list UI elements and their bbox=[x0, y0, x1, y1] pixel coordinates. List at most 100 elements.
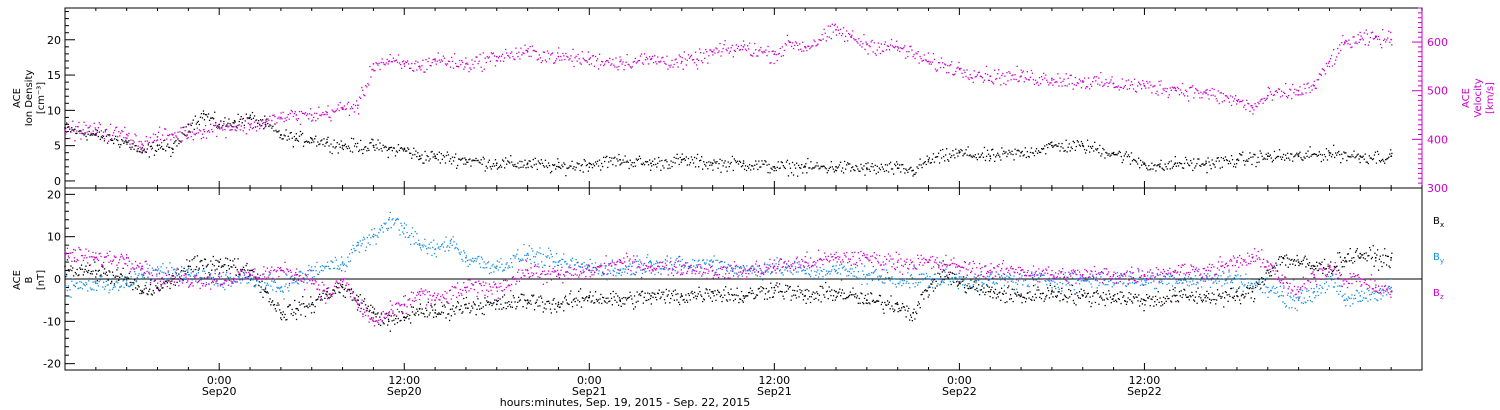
data-point bbox=[1372, 38, 1375, 40]
data-point bbox=[295, 133, 297, 135]
data-point bbox=[902, 48, 904, 50]
data-point bbox=[594, 302, 596, 304]
data-point bbox=[341, 256, 343, 258]
data-point bbox=[551, 53, 553, 55]
data-point bbox=[1086, 86, 1089, 88]
data-point bbox=[1203, 164, 1205, 166]
data-point bbox=[889, 44, 892, 46]
data-point bbox=[464, 157, 466, 159]
data-point bbox=[512, 55, 514, 58]
data-point bbox=[189, 131, 191, 133]
data-point bbox=[524, 44, 526, 46]
data-point bbox=[325, 110, 327, 113]
data-point bbox=[1335, 266, 1337, 268]
data-point bbox=[647, 164, 650, 166]
data-point bbox=[1002, 293, 1005, 295]
data-point bbox=[639, 293, 641, 295]
data-point bbox=[778, 52, 780, 55]
data-point bbox=[268, 119, 270, 121]
data-point bbox=[621, 297, 623, 300]
data-point bbox=[1291, 258, 1293, 261]
data-point bbox=[925, 59, 927, 61]
data-point bbox=[332, 289, 334, 291]
data-point bbox=[915, 311, 917, 313]
data-point bbox=[138, 286, 140, 288]
data-point bbox=[582, 57, 584, 59]
data-point bbox=[841, 289, 844, 291]
data-point bbox=[553, 297, 555, 300]
data-point bbox=[176, 145, 178, 147]
data-point bbox=[1033, 299, 1035, 301]
data-point bbox=[734, 298, 736, 300]
data-point bbox=[709, 164, 711, 166]
data-point bbox=[471, 59, 473, 61]
data-point bbox=[925, 163, 927, 166]
data-point bbox=[385, 62, 387, 64]
data-point bbox=[948, 273, 951, 276]
data-point bbox=[208, 119, 211, 121]
data-point bbox=[920, 58, 922, 60]
data-point bbox=[854, 296, 856, 298]
data-point bbox=[1310, 265, 1312, 267]
data-point bbox=[165, 280, 168, 282]
data-point bbox=[1300, 157, 1302, 159]
data-point bbox=[972, 155, 974, 157]
data-point bbox=[494, 159, 497, 161]
data-point bbox=[290, 313, 292, 315]
data-point bbox=[76, 130, 78, 132]
data-point bbox=[803, 166, 805, 168]
data-point bbox=[1377, 153, 1380, 155]
data-point bbox=[1236, 290, 1238, 292]
data-point bbox=[275, 290, 277, 293]
data-point bbox=[398, 229, 400, 231]
data-point bbox=[717, 167, 719, 169]
data-point bbox=[780, 161, 782, 163]
data-point bbox=[261, 125, 263, 127]
data-point bbox=[348, 288, 350, 291]
data-point bbox=[585, 60, 587, 62]
data-point bbox=[1238, 99, 1240, 101]
data-point bbox=[881, 50, 883, 52]
data-point bbox=[328, 116, 330, 118]
data-point bbox=[1067, 146, 1069, 148]
data-point bbox=[145, 136, 147, 138]
data-point bbox=[1164, 297, 1166, 300]
data-point bbox=[494, 65, 497, 67]
data-point bbox=[619, 56, 621, 58]
data-point bbox=[92, 270, 94, 272]
data-point bbox=[778, 283, 781, 285]
data-point bbox=[276, 122, 278, 124]
data-point bbox=[497, 167, 500, 169]
data-point bbox=[818, 294, 821, 296]
data-point bbox=[1113, 300, 1115, 302]
data-point bbox=[403, 65, 406, 67]
data-point bbox=[1045, 296, 1047, 298]
data-point bbox=[243, 272, 245, 274]
data-point bbox=[146, 293, 148, 295]
data-point bbox=[856, 40, 858, 43]
data-point bbox=[1127, 154, 1130, 156]
data-vertex bbox=[295, 114, 298, 116]
data-point bbox=[1078, 291, 1081, 293]
data-point bbox=[751, 290, 753, 292]
data-point bbox=[1041, 148, 1043, 150]
data-point bbox=[1073, 302, 1075, 304]
data-point bbox=[823, 165, 825, 167]
data-point bbox=[135, 281, 138, 283]
data-point bbox=[1376, 38, 1379, 40]
data-point bbox=[640, 294, 642, 297]
data-point bbox=[835, 170, 838, 172]
data-point bbox=[1157, 164, 1159, 166]
data-point bbox=[868, 168, 870, 170]
data-point bbox=[171, 133, 173, 135]
data-point bbox=[170, 283, 172, 285]
data-point bbox=[716, 48, 718, 50]
data-point bbox=[499, 60, 502, 62]
data-point bbox=[319, 266, 322, 268]
data-point bbox=[334, 147, 336, 149]
data-point bbox=[223, 264, 225, 266]
data-point bbox=[590, 301, 592, 303]
data-point bbox=[934, 287, 936, 289]
data-point bbox=[869, 46, 871, 48]
data-point bbox=[633, 60, 635, 62]
